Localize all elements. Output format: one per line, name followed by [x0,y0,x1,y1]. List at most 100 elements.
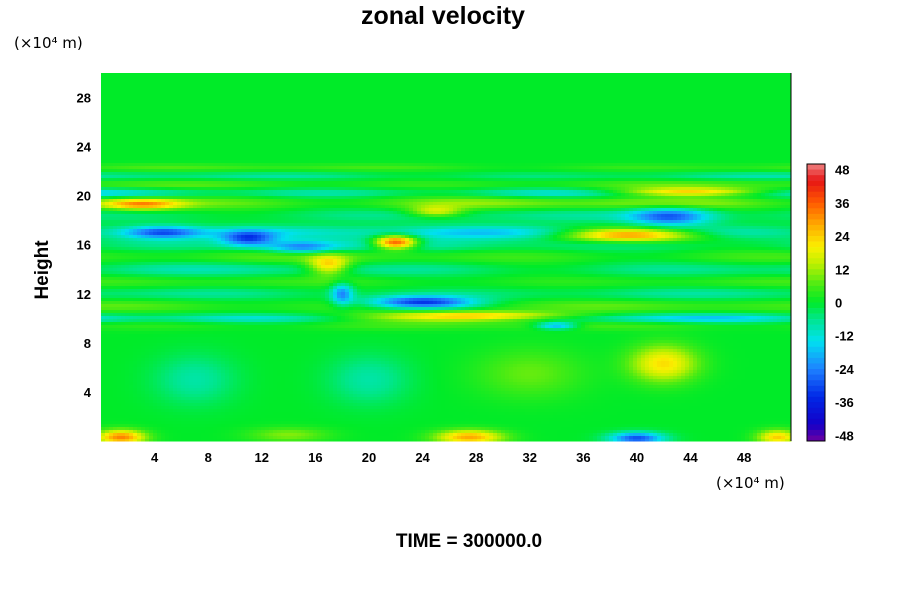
field-cell [637,91,642,95]
field-cell [501,100,506,104]
field-cell [193,106,198,110]
field-cell [633,91,638,95]
field-cell [137,130,142,134]
field-cell [605,76,610,80]
field-cell [681,103,686,107]
field-cell [729,97,734,101]
field-cell [533,100,538,104]
field-cell [133,109,138,113]
field-cell [289,136,294,140]
field-cell [497,91,502,95]
field-cell [685,151,690,155]
field-cell [521,148,526,152]
field-cell [325,133,330,137]
field-cell [381,79,386,83]
field-cell [701,79,706,83]
field-cell [113,115,118,119]
field-cell [165,103,170,107]
field-cell [125,121,130,125]
field-cell [277,97,282,101]
field-cell [237,145,242,149]
field-cell [245,142,250,146]
field-cell [117,82,122,86]
field-cell [413,130,418,134]
field-cell [717,115,722,119]
field-cell [541,100,546,104]
field-cell [613,85,618,89]
field-cell [101,121,106,125]
field-cell [145,73,150,77]
field-cell [309,136,314,140]
field-cell [257,154,262,158]
field-cell [461,145,466,149]
field-cell [137,112,142,116]
field-cell [241,142,246,146]
field-cell [585,103,590,107]
field-cell [333,91,338,95]
field-cell [361,112,366,116]
field-cell [337,154,342,158]
field-cell [661,148,666,152]
field-cell [149,94,154,98]
field-cell [157,142,162,146]
field-cell [209,100,214,104]
field-cell [245,112,250,116]
field-cell [677,151,682,155]
field-cell [433,103,438,107]
field-cell [733,76,738,80]
field-cell [137,151,142,155]
field-cell [757,91,762,95]
field-cell [289,115,294,119]
field-cell [537,73,542,77]
field-cell [369,121,374,125]
field-cell [501,145,506,149]
field-cell [157,106,162,110]
field-cell [381,100,386,104]
field-cell [717,94,722,98]
field-cell [661,97,666,101]
field-cell [197,145,202,149]
field-cell [117,94,122,98]
field-cell [417,142,422,146]
field-cell [257,121,262,125]
field-cell [437,124,442,128]
field-cell [409,115,414,119]
field-cell [193,97,198,101]
field-cell [285,127,290,131]
field-cell [245,82,250,86]
field-cell [257,136,262,140]
field-cell [769,94,774,98]
field-cell [673,106,678,110]
field-cell [217,136,222,140]
field-cell [769,88,774,92]
field-cell [105,151,110,155]
field-cell [417,88,422,92]
field-cell [329,85,334,89]
field-cell [113,148,118,152]
field-cell [477,115,482,119]
field-cell [325,148,330,152]
field-cell [545,91,550,95]
field-cell [617,82,622,86]
field-cell [729,76,734,80]
field-cell [197,124,202,128]
field-cell [357,88,362,92]
field-cell [525,127,530,131]
field-cell [317,124,322,128]
field-cell [489,115,494,119]
field-cell [209,136,214,140]
field-cell [713,136,718,140]
field-cell [137,121,142,125]
field-cell [121,109,126,113]
field-cell [393,121,398,125]
field-cell [125,142,130,146]
field-cell [381,76,386,80]
field-cell [461,79,466,83]
field-cell [445,94,450,98]
field-cell [577,115,582,119]
field-cell [677,127,682,131]
field-cell [389,97,394,101]
field-cell [349,136,354,140]
field-cell [285,88,290,92]
field-cell [201,157,206,161]
